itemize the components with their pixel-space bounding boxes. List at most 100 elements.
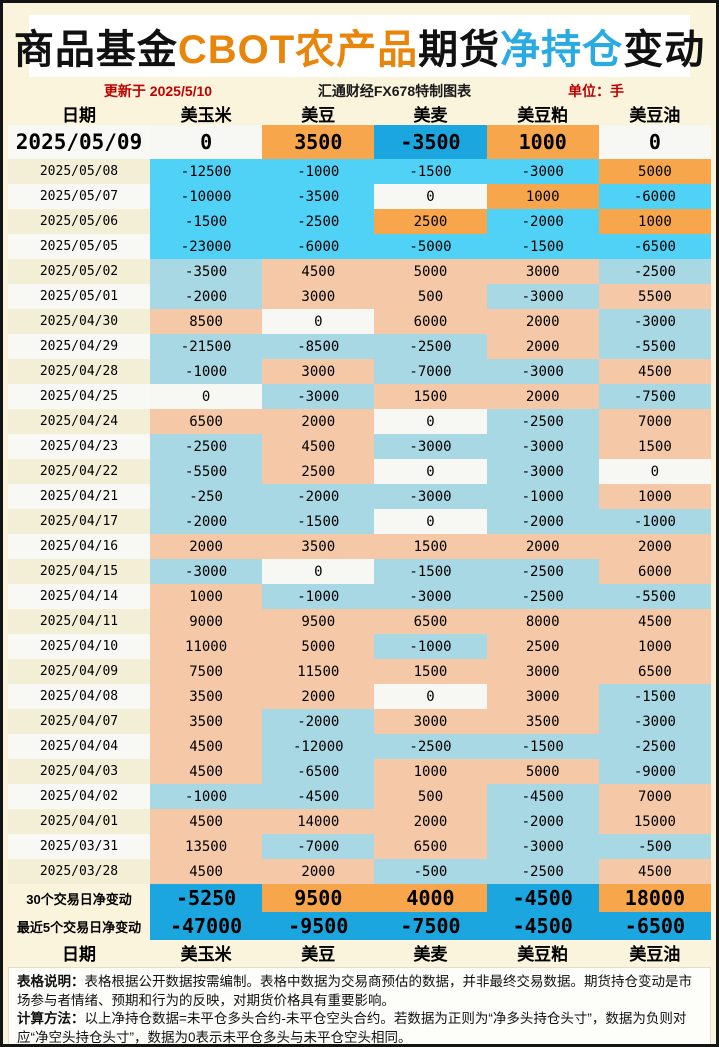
table-row: 2025/04/21 -250 -2000 -3000 -1000 1000 bbox=[8, 484, 711, 509]
value-cell: -7500 bbox=[598, 384, 711, 409]
value-cell: -7000 bbox=[262, 834, 375, 859]
table-body: 2025/05/09 0 3500 -3500 1000 0 2025/05/08 -1250… bbox=[8, 125, 711, 884]
value-cell: 2500 bbox=[486, 634, 599, 659]
table-row: 2025/04/28 -1000 3000 -7000 -3000 4500 bbox=[8, 359, 711, 384]
value-cell: -2000 bbox=[486, 509, 599, 534]
table-row: 2025/04/03 4500 -6500 1000 5000 -9000 bbox=[8, 759, 711, 784]
table-row: 2025/04/07 3500 -2000 3000 3500 -3000 bbox=[8, 709, 711, 734]
value-cell: 0 bbox=[598, 459, 711, 484]
table-row: 2025/04/22 -5500 2500 0 -3000 0 bbox=[8, 459, 711, 484]
summary-value-cell: 4000 bbox=[374, 884, 487, 912]
value-cell: 6000 bbox=[374, 309, 487, 334]
value-cell: -500 bbox=[374, 859, 487, 884]
summary-label: 30个交易日净变动 bbox=[26, 891, 132, 907]
value-cell: 5000 bbox=[598, 159, 711, 184]
value-cell: -2500 bbox=[486, 859, 599, 884]
date-cell: 2025/04/15 bbox=[8, 559, 150, 584]
table-row: 2025/04/02 -1000 -4500 500 -4500 7000 bbox=[8, 784, 711, 809]
value-cell: 4500 bbox=[150, 859, 263, 884]
value-cell: 500 bbox=[374, 784, 487, 809]
value-cell: -23000 bbox=[150, 234, 263, 259]
table-row: 2025/04/09 7500 11500 1500 3000 6500 bbox=[8, 659, 711, 684]
value-cell: -3000 bbox=[262, 384, 375, 409]
table-row: 2025/05/06 -1500 -2500 2500 -2000 1000 bbox=[8, 209, 711, 234]
value-cell: 6500 bbox=[374, 609, 487, 634]
value-cell: 8000 bbox=[486, 609, 599, 634]
value-cell: 7000 bbox=[598, 784, 711, 809]
source-label: 汇通财经FX678特制图表 bbox=[317, 83, 472, 99]
summary-value-cell: -5250 bbox=[150, 884, 263, 912]
column-header: 美豆粕 bbox=[517, 944, 569, 964]
value-cell: 7000 bbox=[598, 409, 711, 434]
value-cell: -3000 bbox=[598, 309, 711, 334]
date-cell: 2025/05/01 bbox=[8, 284, 150, 309]
date-cell: 2025/04/21 bbox=[8, 484, 150, 509]
value-cell: -2500 bbox=[486, 584, 599, 609]
value-cell: 14000 bbox=[262, 809, 375, 834]
date-cell: 2025/04/29 bbox=[8, 334, 150, 359]
value-cell: 7500 bbox=[150, 659, 263, 684]
value-cell: 6000 bbox=[598, 559, 711, 584]
value-cell: 3000 bbox=[486, 259, 599, 284]
column-header: 日期 bbox=[62, 105, 96, 125]
value-cell: 0 bbox=[262, 309, 375, 334]
value-cell: -1500 bbox=[486, 234, 599, 259]
date-cell: 2025/04/25 bbox=[8, 384, 150, 409]
data-grid: 日期 美玉米 美豆 美麦 美豆粕 美豆油 2025/05/09 0 3500 -3500 1000… bbox=[8, 101, 711, 964]
value-cell: 2000 bbox=[262, 684, 375, 709]
value-cell: -2000 bbox=[262, 709, 375, 734]
value-cell: 3500 bbox=[486, 709, 599, 734]
value-cell: -3000 bbox=[374, 434, 487, 459]
value-cell: -1500 bbox=[374, 159, 487, 184]
value-cell: 5000 bbox=[262, 634, 375, 659]
date-cell: 2025/04/14 bbox=[8, 584, 150, 609]
value-cell: -3000 bbox=[486, 159, 599, 184]
note-lead: 计算方法： bbox=[17, 1011, 85, 1027]
value-cell: -2000 bbox=[486, 809, 599, 834]
value-cell: 11500 bbox=[262, 659, 375, 684]
date-cell: 2025/04/09 bbox=[8, 659, 150, 684]
value-cell: -10000 bbox=[150, 184, 263, 209]
value-cell: -1000 bbox=[262, 584, 375, 609]
value-cell: 1000 bbox=[598, 209, 711, 234]
value-cell: 4500 bbox=[262, 434, 375, 459]
value-cell: -1500 bbox=[150, 209, 263, 234]
value-cell: -3500 bbox=[150, 259, 263, 284]
value-cell: -6000 bbox=[598, 184, 711, 209]
summary-value-cell: 18000 bbox=[598, 884, 711, 912]
title-segment: 期货 bbox=[418, 28, 501, 72]
value-cell: -5500 bbox=[598, 334, 711, 359]
value-cell: 11000 bbox=[150, 634, 263, 659]
value-cell: -2000 bbox=[486, 209, 599, 234]
value-cell: 2000 bbox=[150, 534, 263, 559]
summary-row: 30个交易日净变动 -5250 9500 4000 -4500 18000 bbox=[8, 884, 711, 912]
table-row: 2025/04/15 -3000 0 -1500 -2500 6000 bbox=[8, 559, 711, 584]
value-cell: 0 bbox=[150, 125, 263, 159]
date-cell: 2025/04/01 bbox=[8, 809, 150, 834]
column-header: 日期 bbox=[62, 944, 96, 964]
value-cell: 3500 bbox=[150, 684, 263, 709]
value-cell: -250 bbox=[150, 484, 263, 509]
column-header: 美豆 bbox=[301, 105, 336, 125]
value-cell: 3500 bbox=[262, 534, 375, 559]
value-cell: -3500 bbox=[262, 184, 375, 209]
value-cell: -3000 bbox=[598, 709, 711, 734]
value-cell: -6000 bbox=[262, 234, 375, 259]
update-date: 更新于 2025/5/10 bbox=[103, 83, 213, 99]
value-cell: 1000 bbox=[486, 184, 599, 209]
table-row: 2025/04/29 -21500 -8500 -2500 2000 -5500 bbox=[8, 334, 711, 359]
value-cell: 1000 bbox=[150, 584, 263, 609]
value-cell: -3000 bbox=[150, 559, 263, 584]
value-cell: -21500 bbox=[150, 334, 263, 359]
value-cell: 4500 bbox=[150, 734, 263, 759]
value-cell: -12000 bbox=[262, 734, 375, 759]
summary-value-cell: -47000 bbox=[150, 912, 263, 940]
value-cell: 1000 bbox=[598, 484, 711, 509]
value-cell: -2500 bbox=[374, 734, 487, 759]
value-cell: -3000 bbox=[486, 359, 599, 384]
table-row: 2025/04/10 11000 5000 -1000 2500 1000 bbox=[8, 634, 711, 659]
table-row: 2025/05/02 -3500 4500 5000 3000 -2500 bbox=[8, 259, 711, 284]
title-segment: 变动 bbox=[623, 28, 706, 72]
value-cell: -3000 bbox=[486, 834, 599, 859]
value-cell: -1000 bbox=[150, 784, 263, 809]
